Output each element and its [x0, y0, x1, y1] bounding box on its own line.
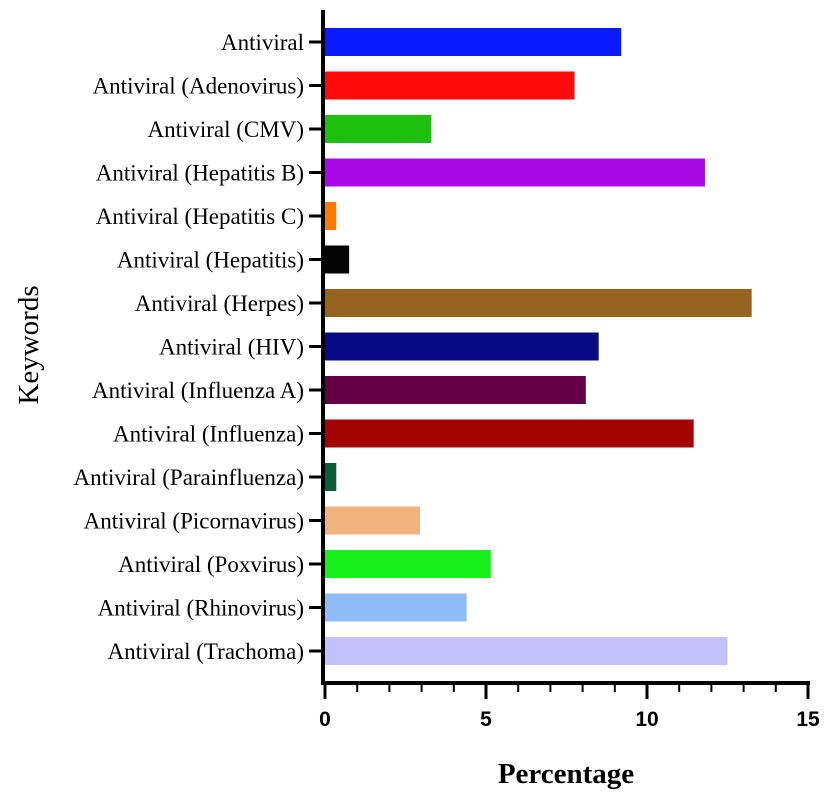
bar: [325, 245, 350, 274]
x-axis: 0 5 10 15: [319, 681, 820, 731]
category-label: Antiviral (Hepatitis C): [96, 204, 304, 229]
bar: [325, 332, 599, 361]
bar: [325, 550, 491, 578]
x-axis-title: Percentage: [498, 758, 634, 790]
bar: [325, 376, 586, 404]
category-label: Antiviral (Influenza): [113, 422, 304, 447]
category-labels: Antiviral Antiviral (Adenovirus) Antiviral…: [73, 30, 304, 664]
category-label: Antiviral (Herpes): [135, 291, 304, 316]
bar: [325, 419, 694, 448]
x-tick-label: 10: [635, 708, 658, 731]
category-label: Antiviral (Trachoma): [107, 639, 304, 664]
bar: [325, 463, 337, 491]
category-label: Antiviral: [221, 30, 304, 55]
category-label: Antiviral (Parainfluenza): [73, 465, 304, 490]
category-label: Antiviral (Influenza A): [92, 378, 304, 403]
category-label: Antiviral (HIV): [159, 335, 304, 360]
category-label: Antiviral (Adenovirus): [93, 74, 304, 99]
category-label: Antiviral (Rhinovirus): [98, 596, 304, 621]
category-label: Antiviral (Hepatitis B): [96, 161, 304, 186]
category-label: Antiviral (Picornavirus): [84, 509, 304, 534]
bar: [325, 71, 575, 100]
bar: [325, 115, 432, 143]
x-tick-label: 5: [480, 708, 492, 731]
y-axis-title: Keywords: [13, 285, 45, 404]
category-label: Antiviral (Hepatitis): [117, 248, 304, 273]
bars-group: [325, 28, 752, 665]
bar: [325, 506, 420, 535]
bar: [325, 289, 752, 317]
bar: [325, 28, 622, 56]
x-tick-label: 0: [319, 708, 331, 731]
bar: [325, 593, 467, 622]
category-label: Antiviral (CMV): [147, 117, 304, 142]
bar: [325, 202, 337, 230]
bar: [325, 158, 705, 187]
x-tick-label: 15: [796, 708, 820, 731]
category-label: Antiviral (Poxvirus): [118, 552, 304, 577]
y-ticks: [309, 40, 323, 653]
bar: [325, 637, 728, 665]
